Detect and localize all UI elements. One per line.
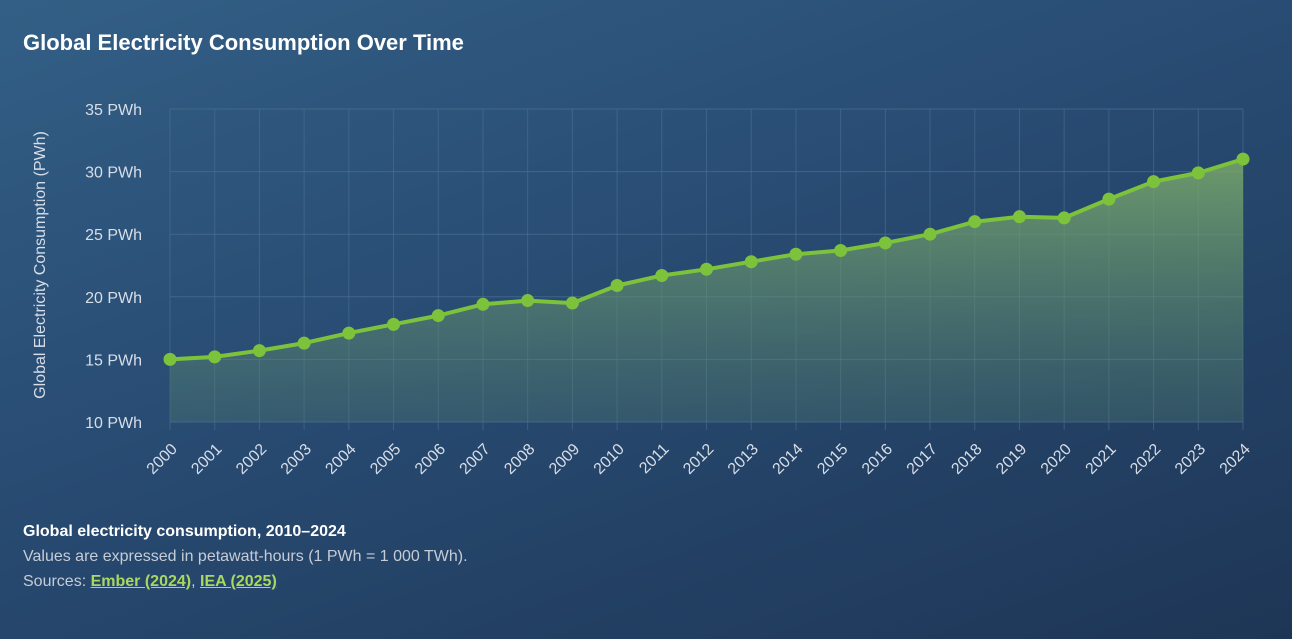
- data-point: [387, 317, 401, 331]
- x-tick-label: 2022: [1127, 441, 1164, 478]
- x-tick-label: 2016: [859, 441, 896, 478]
- x-tick-label: 2024: [1217, 441, 1254, 478]
- data-point: [878, 236, 892, 250]
- x-tick-label: 2017: [904, 441, 941, 478]
- sources-separator: ,: [191, 573, 196, 590]
- data-point: [565, 296, 579, 310]
- y-tick-label: 20 PWh: [85, 290, 142, 307]
- data-point: [1191, 166, 1205, 180]
- data-point: [431, 309, 445, 323]
- footer-note: Values are expressed in petawatt-hours (…: [23, 548, 468, 565]
- chart-title: Global Electricity Consumption Over Time: [23, 30, 464, 55]
- x-tick-label: 2023: [1172, 441, 1209, 478]
- x-tick-label: 2020: [1038, 441, 1075, 478]
- data-point: [1057, 211, 1071, 225]
- sources-label: Sources:: [23, 573, 87, 590]
- x-tick-label: 2005: [367, 441, 404, 478]
- x-tick-label: 2004: [322, 441, 359, 478]
- data-point: [610, 279, 624, 293]
- data-point: [744, 255, 758, 269]
- y-axis-ticks: 10 PWh 15 PWh 20 PWh 25 PWh 30 PWh 35 PWh: [85, 102, 142, 432]
- data-points: [163, 152, 1250, 366]
- data-point: [923, 227, 937, 241]
- data-point: [342, 326, 356, 340]
- footer-subtitle: Global electricity consumption, 2010–202…: [23, 523, 346, 540]
- x-tick-label: 2019: [993, 441, 1030, 478]
- x-tick-label: 2014: [770, 441, 807, 478]
- footer-sources: Sources: Ember (2024), IEA (2025): [23, 569, 468, 594]
- data-point: [834, 243, 848, 257]
- x-tick-label: 2009: [546, 441, 583, 478]
- x-tick-label: 2002: [233, 441, 270, 478]
- x-tick-label: 2010: [591, 441, 628, 478]
- data-point: [655, 269, 669, 283]
- x-tick-label: 2006: [412, 441, 449, 478]
- data-point: [968, 215, 982, 229]
- data-point: [297, 336, 311, 350]
- data-point: [252, 344, 266, 358]
- data-point: [1102, 192, 1116, 206]
- x-axis-ticks: 2000 2001 2002 2003 2004 2005 2006 2007 2008 2009…: [144, 441, 1254, 478]
- x-tick-label: 2007: [457, 441, 494, 478]
- data-point: [700, 262, 713, 276]
- x-tick-label: 2000: [144, 441, 181, 478]
- source-link-ember[interactable]: Ember (2024): [90, 573, 192, 590]
- x-tick-label: 2003: [278, 441, 315, 478]
- x-tick-label: 2015: [814, 441, 851, 478]
- y-tick-label: 35 PWh: [85, 102, 142, 119]
- data-point: [1147, 175, 1161, 189]
- y-tick-label: 15 PWh: [85, 352, 142, 369]
- y-tick-label: 10 PWh: [85, 415, 142, 432]
- data-point: [208, 350, 222, 364]
- data-point: [163, 352, 177, 366]
- x-tick-label: 2013: [725, 441, 762, 478]
- x-tick-label: 2012: [680, 441, 717, 478]
- y-axis-label: Global Electricity Consumption (PWh): [32, 131, 49, 399]
- y-tick-label: 30 PWh: [85, 165, 142, 182]
- x-tick-label: 2008: [501, 441, 538, 478]
- data-point: [476, 297, 490, 311]
- x-tick-label: 2001: [188, 441, 225, 478]
- y-tick-label: 25 PWh: [85, 227, 142, 244]
- chart-footer: Global electricity consumption, 2010–202…: [23, 519, 468, 594]
- data-point: [1012, 210, 1026, 224]
- data-point: [789, 247, 803, 261]
- data-point: [521, 294, 535, 308]
- x-tick-label: 2018: [948, 441, 985, 478]
- x-tick-label: 2011: [636, 441, 672, 477]
- source-link-iea[interactable]: IEA (2025): [200, 573, 277, 590]
- x-tick-label: 2021: [1083, 441, 1120, 478]
- area-chart: 10 PWh 15 PWh 20 PWh 25 PWh 30 PWh 35 PWh 200…: [32, 102, 1254, 478]
- data-point: [1236, 152, 1250, 166]
